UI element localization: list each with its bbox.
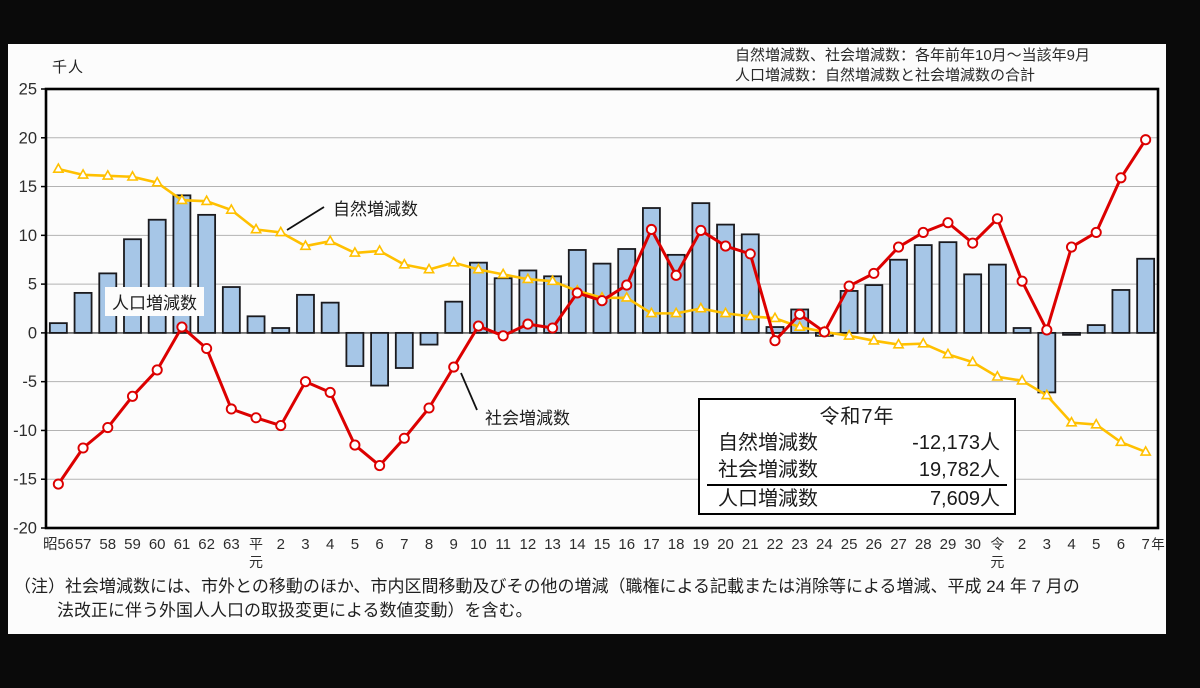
svg-text:-5: -5 (22, 373, 37, 391)
svg-text:15: 15 (19, 178, 37, 196)
svg-text:19: 19 (693, 536, 710, 553)
svg-text:28: 28 (915, 536, 932, 553)
summary-value-social: 19,782人 (918, 459, 1000, 481)
svg-text:15: 15 (594, 536, 611, 553)
svg-text:13: 13 (544, 536, 561, 553)
svg-text:5: 5 (1092, 536, 1100, 553)
series-label-population: 人口増減数 (105, 287, 204, 316)
svg-text:3: 3 (301, 536, 309, 553)
svg-text:21: 21 (742, 536, 759, 553)
svg-text:59: 59 (124, 536, 141, 553)
svg-text:令: 令 (990, 536, 1004, 552)
svg-text:29: 29 (940, 536, 957, 553)
svg-text:2: 2 (277, 536, 285, 553)
svg-text:20: 20 (19, 129, 37, 147)
svg-text:0: 0 (28, 324, 37, 342)
definition-note-line1: 自然増減数、社会増減数：各年前年10月～当該年9月 (735, 47, 1091, 64)
summary-title: 令和7年 (819, 406, 895, 428)
svg-text:16: 16 (618, 536, 635, 553)
y-axis-unit-label: 千人 (52, 59, 85, 76)
svg-text:元: 元 (249, 554, 263, 570)
summary-label-natural: 自然増減数 (718, 432, 818, 454)
summary-row-natural: 自然増減数 -12,173人 (700, 430, 1014, 457)
svg-text:25: 25 (19, 81, 37, 99)
svg-text:27: 27 (890, 536, 907, 553)
footnote-line1: （注）社会増減数には、市外との移動のほか、市内区間移動及びその他の増減（職権によ… (14, 577, 1080, 596)
svg-text:57: 57 (75, 536, 92, 553)
svg-text:平: 平 (249, 536, 263, 552)
svg-text:30: 30 (964, 536, 981, 553)
svg-text:61: 61 (174, 536, 191, 553)
definition-note-line2: 人口増減数：自然増減数と社会増減数の合計 (735, 67, 1036, 84)
chart-page: 25 20 15 10 5 0 -5 -10 -15 -20 昭56 57 58 59 60 61 62 63 平元… (8, 44, 1166, 634)
reiwa7-summary-box: 令和7年 自然増減数 -12,173人 社会増減数 19,782人 人口増減数 … (698, 398, 1016, 515)
svg-text:元: 元 (990, 554, 1004, 570)
svg-text:63: 63 (223, 536, 240, 553)
svg-text:-20: -20 (13, 520, 37, 538)
svg-text:62: 62 (198, 536, 215, 553)
footnote: （注）社会増減数には、市外との移動のほか、市内区間移動及びその他の増減（職権によ… (14, 575, 1080, 623)
svg-text:26: 26 (865, 536, 882, 553)
series-label-social: 社会増減数 (485, 409, 570, 428)
svg-text:7: 7 (400, 536, 408, 553)
series-label-natural: 自然増減数 (333, 200, 418, 219)
svg-text:9: 9 (450, 536, 458, 553)
svg-text:4: 4 (1067, 536, 1075, 553)
svg-text:10: 10 (19, 227, 37, 245)
summary-row-population: 人口増減数 7,609人 (700, 486, 1014, 513)
svg-text:4: 4 (326, 536, 334, 553)
svg-text:年: 年 (1151, 537, 1165, 552)
svg-text:14: 14 (569, 536, 586, 553)
summary-row-social: 社会増減数 19,782人 (707, 457, 1007, 486)
summary-value-population: 7,609人 (929, 488, 1000, 510)
footnote-line2: 法改正に伴う外国人人口の取扱変更による数値変動）を含む。 (57, 601, 533, 620)
summary-label-social: 社会増減数 (718, 459, 818, 481)
svg-text:5: 5 (351, 536, 359, 553)
svg-text:10: 10 (470, 536, 487, 553)
svg-text:-15: -15 (13, 471, 37, 489)
svg-text:22: 22 (767, 536, 784, 553)
svg-text:24: 24 (816, 536, 833, 553)
svg-text:23: 23 (791, 536, 808, 553)
svg-text:5: 5 (28, 276, 37, 294)
svg-text:11: 11 (495, 536, 511, 553)
svg-text:2: 2 (1018, 536, 1026, 553)
definition-note: 自然増減数、社会増減数：各年前年10月～当該年9月 人口増減数：自然増減数と社会… (735, 46, 1090, 86)
svg-text:60: 60 (149, 536, 166, 553)
svg-text:7: 7 (1141, 536, 1149, 553)
svg-text:-10: -10 (13, 422, 37, 440)
svg-text:17: 17 (643, 536, 660, 553)
summary-label-population: 人口増減数 (718, 488, 818, 510)
summary-value-natural: -12,173人 (912, 432, 1000, 454)
svg-text:6: 6 (375, 536, 383, 553)
svg-text:25: 25 (841, 536, 858, 553)
svg-text:8: 8 (425, 536, 433, 553)
svg-text:3: 3 (1043, 536, 1051, 553)
svg-text:58: 58 (99, 536, 116, 553)
svg-text:20: 20 (717, 536, 734, 553)
svg-text:18: 18 (668, 536, 685, 553)
svg-text:6: 6 (1117, 536, 1125, 553)
svg-text:昭56: 昭56 (43, 537, 74, 553)
svg-text:12: 12 (520, 536, 537, 553)
